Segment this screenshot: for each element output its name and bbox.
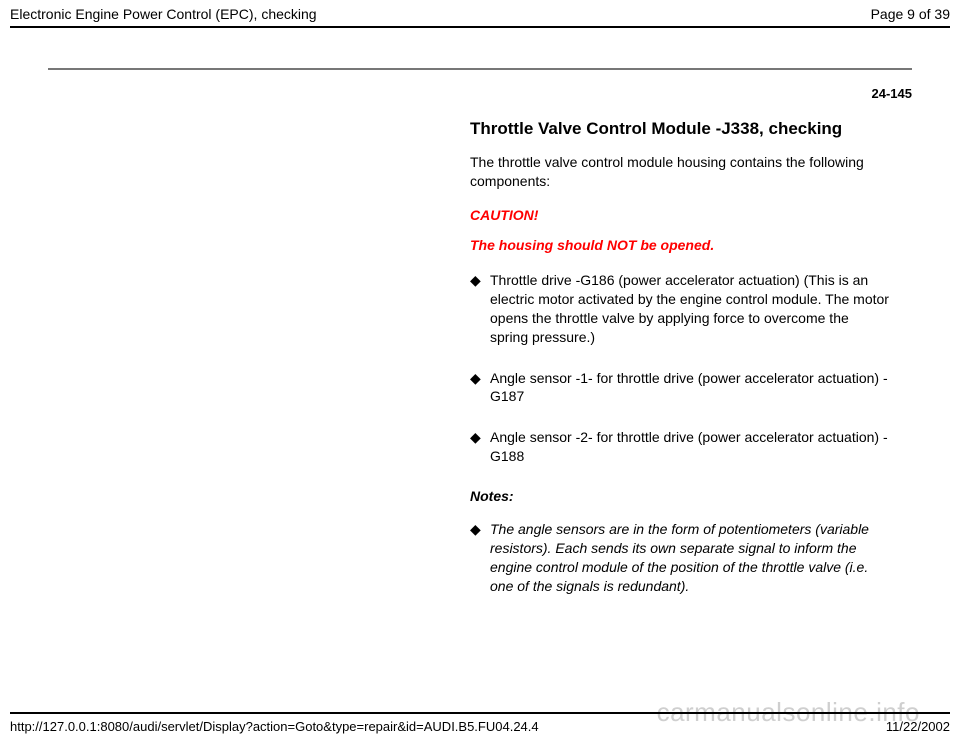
diamond-bullet-icon: ◆ (470, 428, 490, 466)
diamond-bullet-icon: ◆ (470, 520, 490, 596)
diamond-bullet-icon: ◆ (470, 271, 490, 347)
caution-label: CAUTION! (470, 207, 890, 223)
footer-rule (10, 712, 950, 714)
note-bullet-text: The angle sensors are in the form of pot… (490, 520, 890, 596)
content-column: Throttle Valve Control Module -J338, che… (470, 118, 890, 618)
footer-url: http://127.0.0.1:8080/audi/servlet/Displ… (10, 719, 539, 734)
page-header: Electronic Engine Power Control (EPC), c… (10, 6, 950, 22)
bullet-text: Angle sensor -2- for throttle drive (pow… (490, 428, 890, 466)
bullet-text: Angle sensor -1- for throttle drive (pow… (490, 369, 890, 407)
caution-text: The housing should NOT be opened. (470, 237, 890, 253)
bullet-item: ◆ Throttle drive -G186 (power accelerato… (470, 271, 890, 347)
notes-label: Notes: (470, 488, 890, 504)
bullet-text: Throttle drive -G186 (power accelerator … (490, 271, 890, 347)
footer-date: 11/22/2002 (886, 719, 950, 734)
bullet-item: ◆ Angle sensor -2- for throttle drive (p… (470, 428, 890, 466)
page-footer: http://127.0.0.1:8080/audi/servlet/Displ… (10, 719, 950, 734)
header-page-indicator: Page 9 of 39 (871, 6, 950, 22)
document-page: Electronic Engine Power Control (EPC), c… (0, 0, 960, 742)
page-number: 24-145 (872, 86, 912, 101)
diamond-bullet-icon: ◆ (470, 369, 490, 407)
note-bullet-item: ◆ The angle sensors are in the form of p… (470, 520, 890, 596)
horizontal-rule (48, 68, 912, 70)
intro-paragraph: The throttle valve control module housin… (470, 153, 890, 191)
section-heading: Throttle Valve Control Module -J338, che… (470, 118, 890, 139)
bullet-item: ◆ Angle sensor -1- for throttle drive (p… (470, 369, 890, 407)
header-title: Electronic Engine Power Control (EPC), c… (10, 6, 317, 22)
header-rule (10, 26, 950, 28)
